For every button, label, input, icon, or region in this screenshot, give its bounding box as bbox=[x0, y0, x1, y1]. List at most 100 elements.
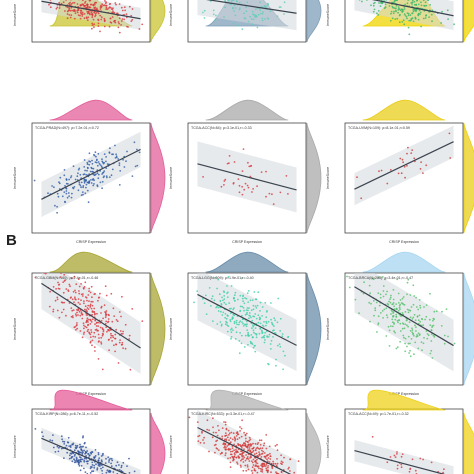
data-point bbox=[247, 441, 249, 443]
data-point bbox=[435, 310, 438, 313]
data-point bbox=[81, 336, 84, 339]
data-point bbox=[379, 312, 382, 314]
data-point bbox=[77, 278, 80, 281]
data-point bbox=[75, 457, 78, 460]
data-point bbox=[86, 19, 89, 21]
panel-title: TCGA-PRAD(N=497): ρ=7.2e-01,r=0.72 bbox=[35, 126, 99, 130]
data-point bbox=[425, 304, 428, 306]
data-point bbox=[114, 333, 117, 336]
data-point bbox=[404, 311, 407, 313]
data-point bbox=[226, 436, 229, 439]
data-point bbox=[265, 467, 268, 470]
data-point bbox=[66, 196, 69, 199]
data-point bbox=[227, 457, 229, 460]
data-point bbox=[273, 325, 275, 327]
data-point bbox=[100, 5, 103, 8]
data-point bbox=[206, 270, 208, 272]
data-point bbox=[70, 3, 73, 5]
data-point bbox=[414, 324, 416, 327]
data-point bbox=[99, 292, 101, 295]
data-point bbox=[83, 17, 86, 20]
data-point bbox=[430, 329, 433, 331]
data-point bbox=[88, 6, 90, 9]
data-point bbox=[133, 470, 136, 473]
data-point bbox=[73, 17, 76, 20]
data-point bbox=[107, 328, 110, 331]
data-point bbox=[92, 184, 95, 187]
data-point bbox=[91, 27, 93, 30]
data-point bbox=[417, 12, 420, 15]
data-point bbox=[228, 439, 230, 441]
data-point bbox=[386, 302, 389, 305]
data-point bbox=[246, 313, 248, 316]
data-point bbox=[97, 325, 100, 327]
data-point bbox=[383, 308, 386, 311]
data-point bbox=[93, 293, 96, 295]
data-point bbox=[223, 184, 225, 186]
data-point bbox=[242, 300, 245, 303]
data-point bbox=[261, 463, 263, 465]
data-point bbox=[81, 0, 84, 2]
data-point bbox=[82, 435, 84, 438]
data-point bbox=[216, 323, 219, 325]
data-point bbox=[244, 444, 247, 447]
data-point bbox=[238, 340, 241, 342]
data-point bbox=[265, 434, 268, 436]
x-axis-label: CRISP Expression bbox=[76, 392, 106, 396]
data-point bbox=[93, 307, 96, 310]
data-point bbox=[289, 470, 291, 472]
data-point bbox=[57, 195, 60, 198]
data-point bbox=[407, 14, 410, 17]
data-point bbox=[453, 342, 456, 345]
data-point bbox=[56, 298, 59, 301]
data-point bbox=[234, 338, 237, 340]
data-point bbox=[101, 187, 103, 190]
data-point bbox=[74, 291, 77, 294]
data-point bbox=[407, 335, 410, 338]
data-point bbox=[370, 4, 372, 7]
data-point bbox=[68, 2, 70, 5]
data-point bbox=[413, 295, 416, 297]
panel-title: TCGA-LGG(N=509): ρ=1.9e-01,r=-0.40 bbox=[191, 276, 254, 280]
data-point bbox=[396, 17, 399, 20]
data-point bbox=[71, 443, 74, 446]
data-point bbox=[244, 459, 247, 462]
data-point bbox=[242, 461, 245, 463]
data-point bbox=[470, 377, 472, 379]
data-point bbox=[274, 462, 277, 465]
data-point bbox=[72, 165, 75, 168]
data-point bbox=[409, 316, 412, 319]
data-point bbox=[61, 301, 64, 304]
data-point bbox=[225, 438, 228, 440]
data-point bbox=[235, 448, 237, 451]
data-point bbox=[393, 330, 395, 333]
data-point bbox=[269, 458, 272, 460]
data-point bbox=[238, 457, 240, 459]
data-point bbox=[58, 7, 61, 9]
data-point bbox=[91, 318, 94, 321]
data-point bbox=[130, 20, 133, 22]
data-point bbox=[252, 447, 254, 450]
data-point bbox=[129, 368, 132, 371]
data-point bbox=[74, 298, 77, 301]
data-point bbox=[242, 325, 245, 327]
data-point bbox=[244, 297, 246, 299]
data-point bbox=[65, 190, 68, 192]
regression-line bbox=[354, 449, 446, 474]
data-point bbox=[136, 164, 139, 167]
data-point bbox=[91, 339, 94, 342]
data-point bbox=[62, 281, 65, 283]
data-point bbox=[289, 458, 292, 460]
data-point bbox=[80, 465, 83, 467]
data-point bbox=[77, 459, 80, 462]
data-point bbox=[261, 468, 263, 470]
data-point bbox=[124, 9, 126, 12]
regression-line bbox=[41, 282, 141, 349]
data-point bbox=[252, 325, 255, 328]
data-point bbox=[60, 273, 62, 274]
data-point bbox=[100, 165, 103, 168]
data-point bbox=[443, 342, 446, 345]
data-point bbox=[95, 322, 98, 324]
data-point bbox=[223, 421, 225, 423]
data-point bbox=[230, 336, 233, 338]
